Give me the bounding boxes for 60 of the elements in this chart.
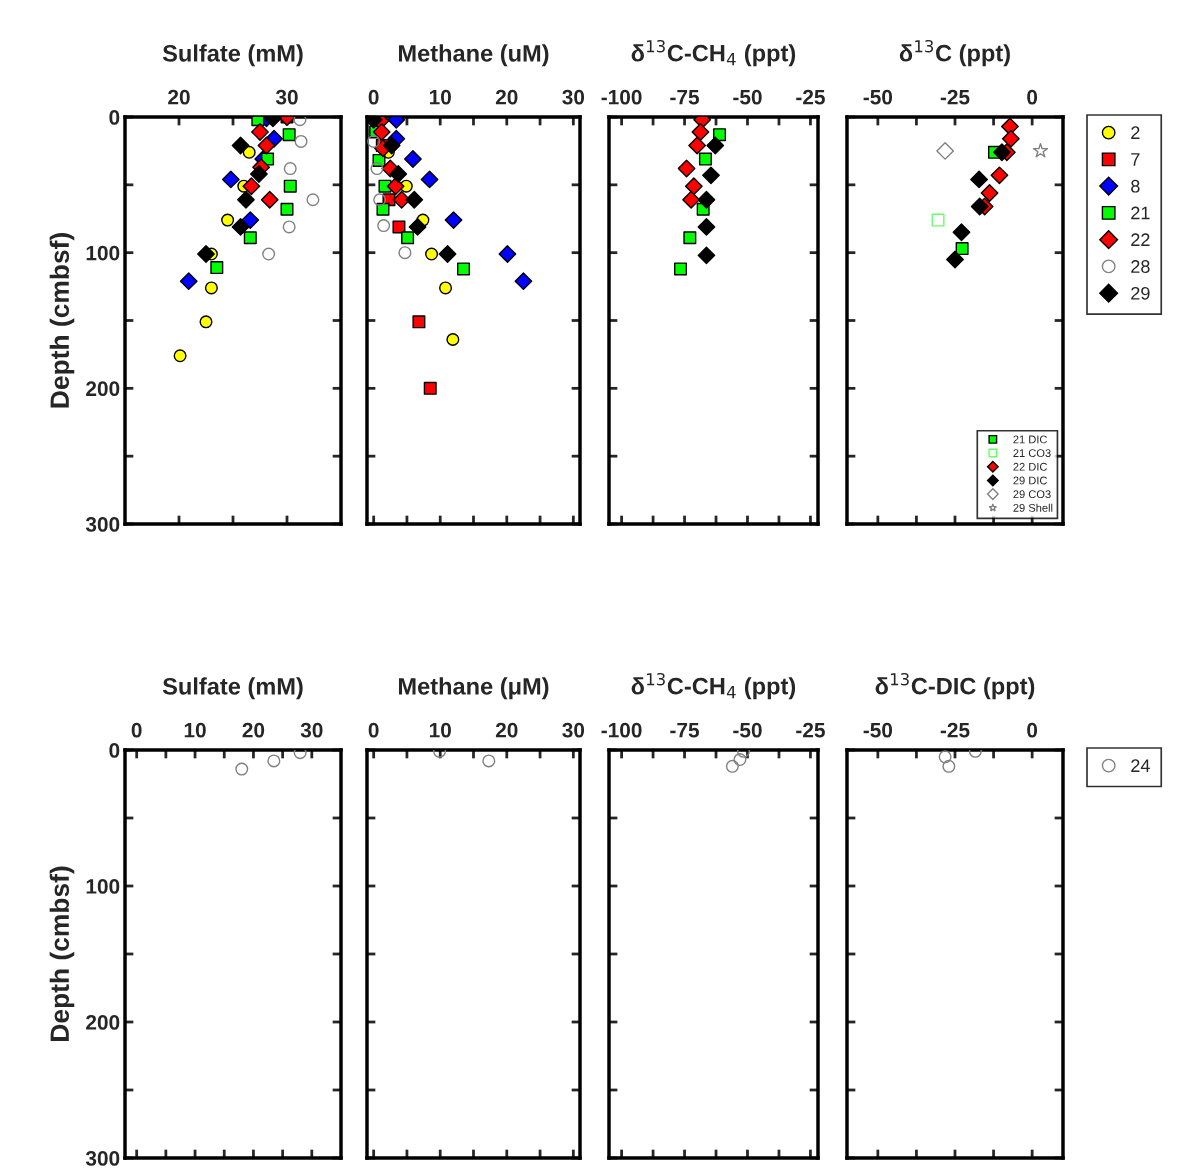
x-tick-label: -25 xyxy=(796,89,825,105)
x-tick-label: -25 xyxy=(940,722,970,738)
legend-label: 8 xyxy=(1131,179,1140,193)
legend-label: 21 CO3 xyxy=(1013,449,1051,458)
x-tick-label: -75 xyxy=(670,723,700,738)
y-tick-label: 200 xyxy=(86,381,120,397)
x-tick-label: 0 xyxy=(131,722,142,738)
legend-label: 22 DIC xyxy=(1013,462,1048,471)
x-tick-label: 20 xyxy=(495,722,518,738)
chart-title: δ$^{13}$C (ppt) xyxy=(899,39,1010,67)
y-tick-label: 200 xyxy=(86,1015,120,1030)
x-tick-label: 10 xyxy=(184,722,206,738)
x-tick-label: 0 xyxy=(368,89,379,105)
x-tick-label: -50 xyxy=(863,722,893,738)
chart-title: Sulfate (mM) xyxy=(162,677,303,700)
chart-title: Methane (μM) xyxy=(399,677,549,700)
x-tick-label: -50 xyxy=(733,722,762,738)
x-tick-label: 0 xyxy=(1027,89,1038,105)
x-tick-label: 20 xyxy=(495,89,518,105)
x-tick-label: 20 xyxy=(168,89,190,105)
chart-title: Sulfate (mM) xyxy=(162,44,303,67)
y-tick-label: 0 xyxy=(109,743,120,758)
legend-label: 21 DIC xyxy=(1013,435,1048,444)
x-tick-label: -25 xyxy=(940,89,970,105)
x-tick-label: 20 xyxy=(242,722,265,738)
chart-title: δ$^{13}$C-CH$_{4}$ (ppt) xyxy=(631,672,796,700)
x-tick-label: -100 xyxy=(601,89,642,105)
y-axis-title: Depth (cmbsf) xyxy=(49,866,75,1041)
legend-label: 24 xyxy=(1131,759,1150,772)
y-axis-title: Depth (cmbsf) xyxy=(49,233,75,408)
legend-label: 29 CO3 xyxy=(1013,490,1051,499)
chart-title: Methane (uM) xyxy=(399,44,549,67)
legend-label: 29 Shell xyxy=(1013,503,1053,512)
legend-label: 29 xyxy=(1131,286,1150,300)
x-tick-label: -25 xyxy=(796,722,825,738)
x-tick-label: 30 xyxy=(562,722,585,738)
y-tick-label: 100 xyxy=(86,245,120,261)
y-tick-label: 0 xyxy=(109,110,120,125)
y-tick-label: 300 xyxy=(85,517,120,532)
x-tick-label: -100 xyxy=(601,722,642,738)
x-tick-label: 30 xyxy=(300,722,323,738)
x-tick-label: 0 xyxy=(1027,722,1038,738)
y-tick-label: 300 xyxy=(85,1151,120,1166)
legend-label: 29 DIC xyxy=(1013,476,1048,485)
legend-label: 2 xyxy=(1131,126,1140,139)
x-tick-label: -75 xyxy=(670,90,700,105)
legend-label: 22 xyxy=(1131,233,1150,246)
x-tick-label: 0 xyxy=(368,722,379,738)
x-tick-label: 30 xyxy=(562,89,585,105)
y-tick-label: 100 xyxy=(86,879,120,894)
legend-label: 28 xyxy=(1131,260,1150,273)
x-tick-label: 10 xyxy=(429,89,451,105)
x-tick-label: -50 xyxy=(863,89,893,105)
chart-title: δ$^{13}$C-DIC (ppt) xyxy=(875,672,1035,700)
x-tick-label: 10 xyxy=(429,722,451,738)
legend-label: 7 xyxy=(1131,153,1140,166)
chart-title: δ$^{13}$C-CH$_{4}$ (ppt) xyxy=(631,39,796,67)
legend-label: 21 xyxy=(1131,206,1150,220)
x-tick-label: -50 xyxy=(733,89,762,105)
x-tick-label: 30 xyxy=(275,89,298,105)
